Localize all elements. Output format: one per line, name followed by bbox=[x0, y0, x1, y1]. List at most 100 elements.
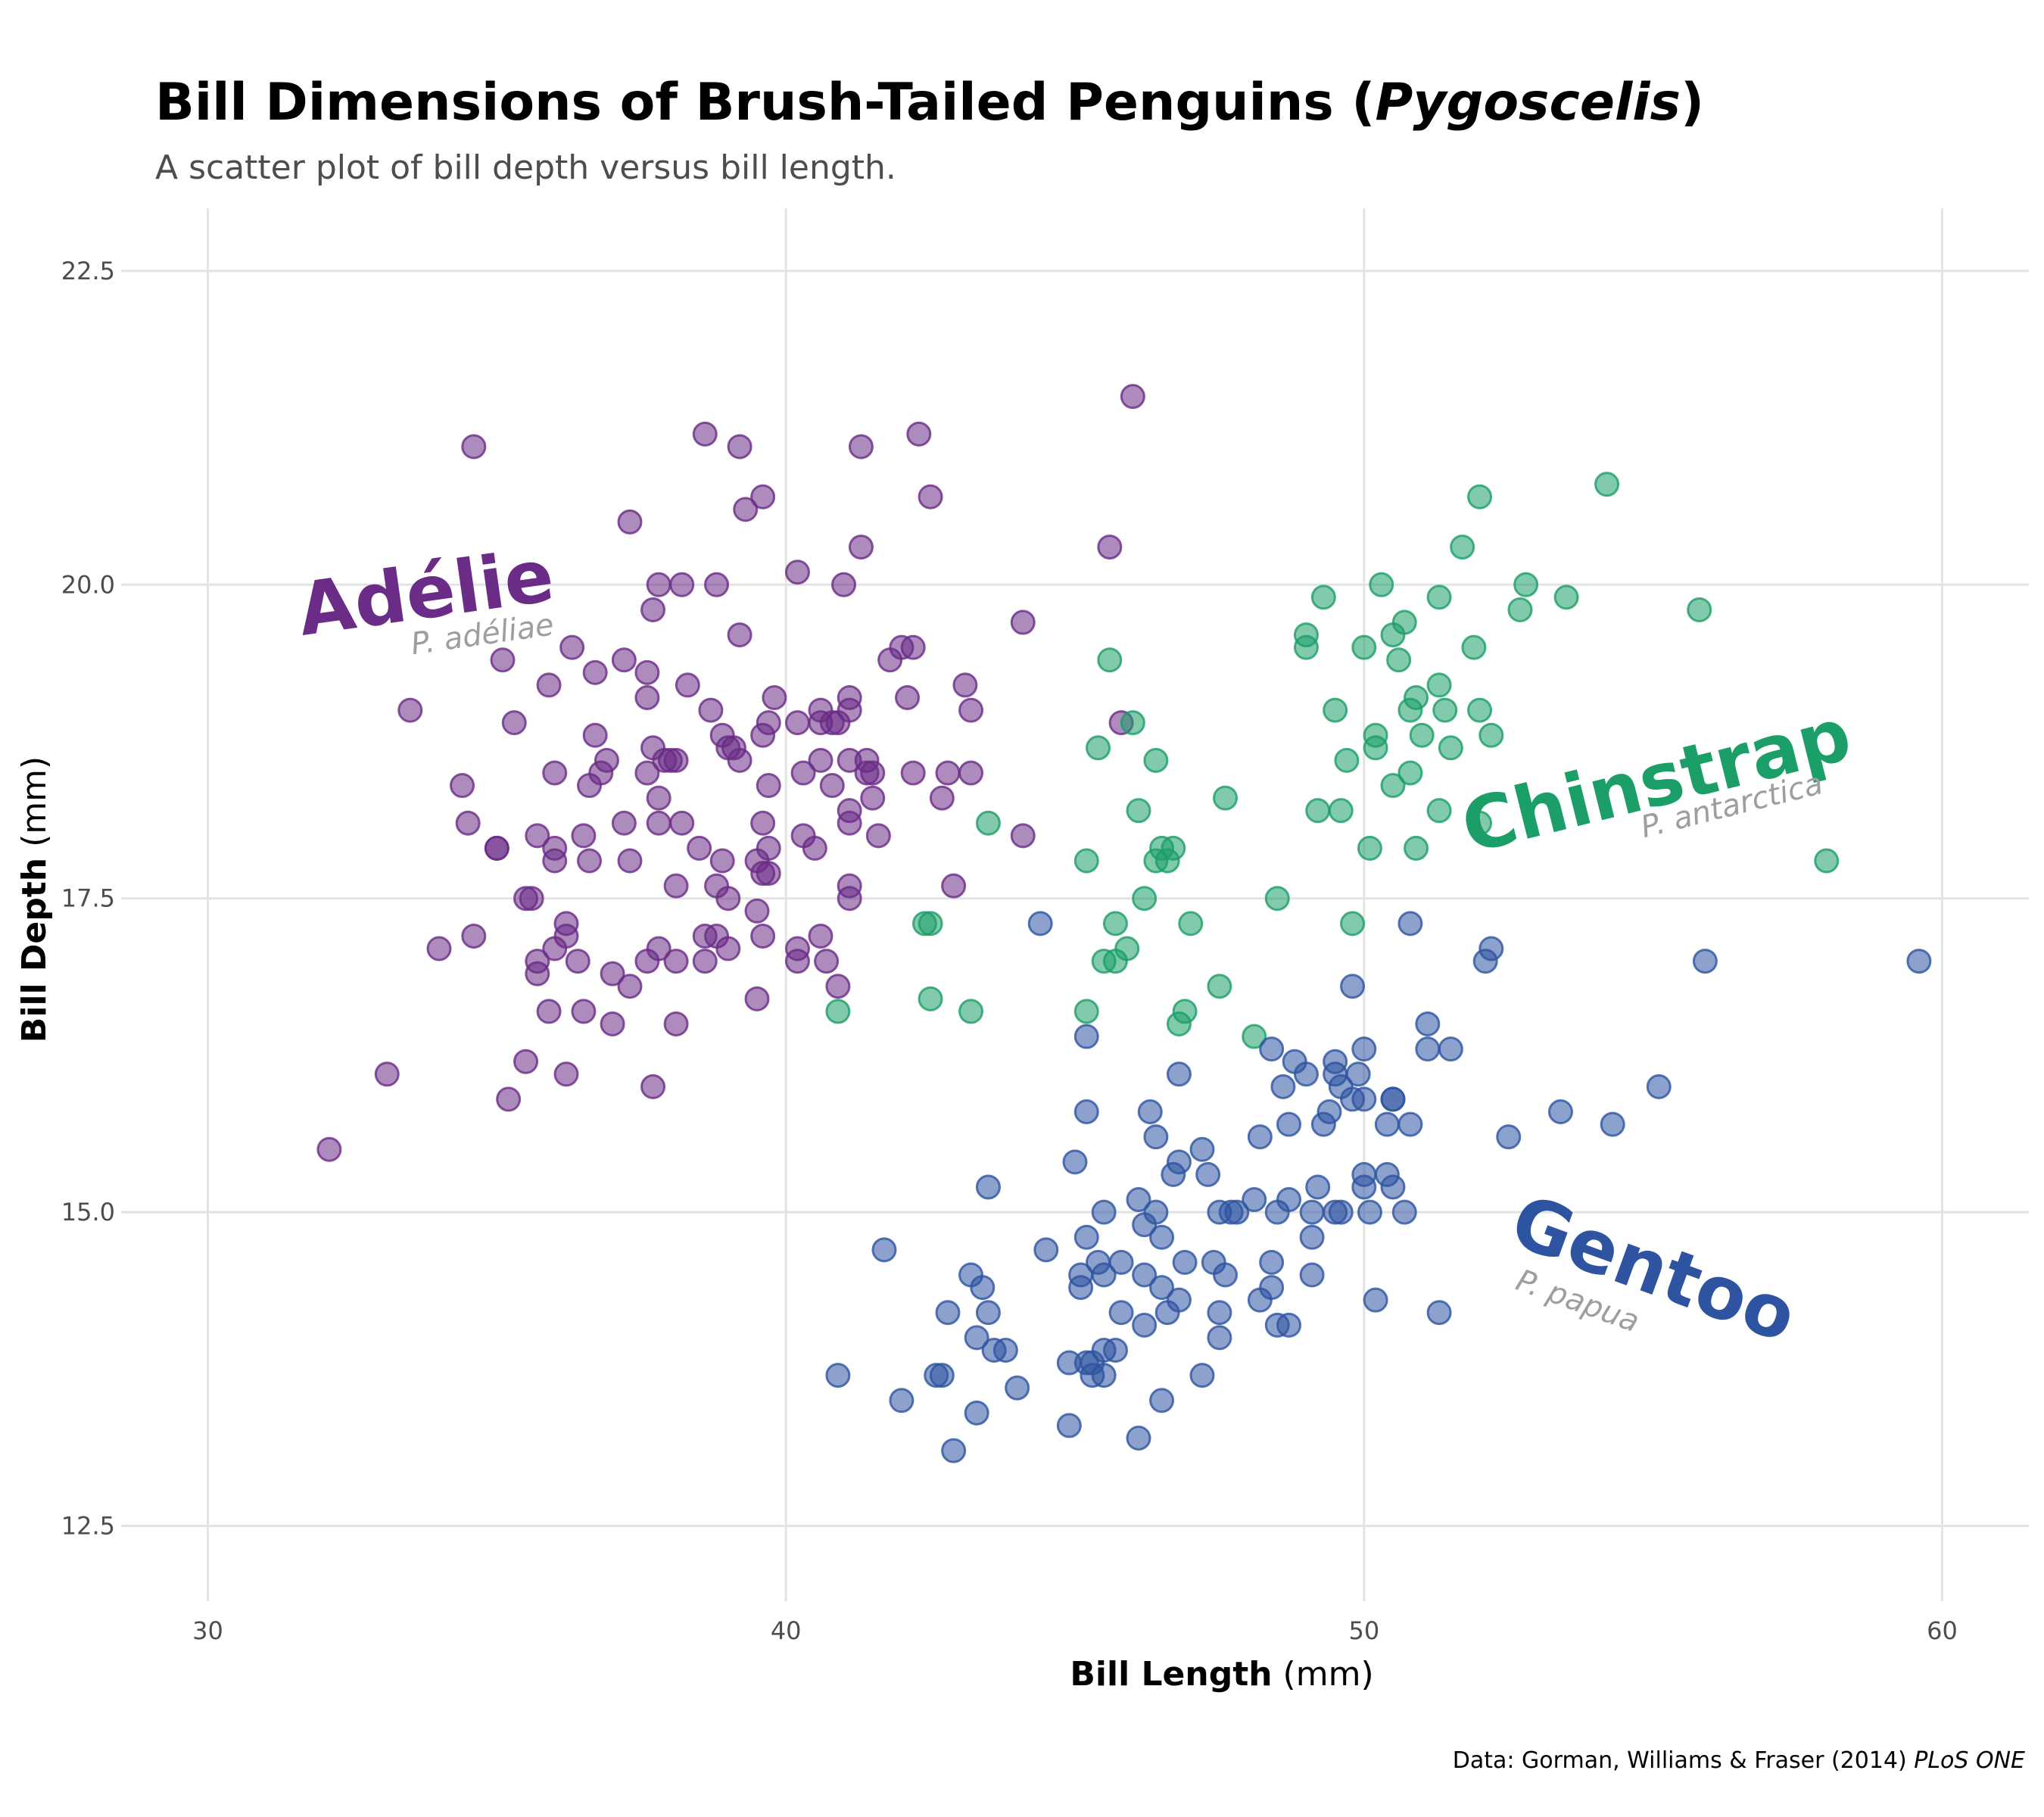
point-chinstrap bbox=[1073, 848, 1099, 874]
point-adlie bbox=[617, 848, 643, 874]
point-chinstrap bbox=[1293, 622, 1319, 648]
point-adlie bbox=[634, 760, 660, 786]
y-tick-label: 12.5 bbox=[61, 1512, 115, 1541]
point-gentoo bbox=[1132, 1262, 1158, 1288]
point-chinstrap bbox=[1467, 697, 1493, 723]
point-gentoo bbox=[1149, 1275, 1175, 1301]
point-gentoo bbox=[1259, 1249, 1285, 1275]
point-adlie bbox=[814, 949, 840, 974]
point-adlie bbox=[669, 810, 695, 836]
point-chinstrap bbox=[1363, 735, 1388, 761]
point-adlie bbox=[756, 773, 781, 799]
point-adlie bbox=[663, 873, 689, 899]
point-adlie bbox=[513, 1049, 539, 1074]
point-adlie bbox=[715, 886, 741, 912]
point-adlie bbox=[802, 835, 827, 861]
point-adlie bbox=[582, 722, 608, 748]
point-chinstrap bbox=[975, 810, 1001, 836]
point-gentoo bbox=[871, 1237, 897, 1263]
point-adlie bbox=[744, 986, 770, 1011]
point-adlie bbox=[646, 785, 671, 811]
data-source-caption: Data: Gorman, Williams & Fraser (2014) P… bbox=[1453, 1747, 2025, 1774]
point-gentoo bbox=[1149, 1388, 1175, 1413]
point-gentoo bbox=[1305, 1174, 1331, 1200]
point-chinstrap bbox=[1687, 597, 1712, 622]
point-chinstrap bbox=[1097, 647, 1123, 673]
point-chinstrap bbox=[1594, 472, 1620, 497]
point-gentoo bbox=[1299, 1262, 1325, 1288]
x-tick-label: 60 bbox=[1927, 1616, 1958, 1645]
point-adlie bbox=[709, 848, 735, 874]
point-gentoo bbox=[1374, 1111, 1400, 1137]
point-adlie bbox=[756, 710, 781, 736]
point-chinstrap bbox=[958, 999, 984, 1024]
point-gentoo bbox=[1363, 1287, 1388, 1313]
point-chinstrap bbox=[1310, 584, 1336, 610]
point-adlie bbox=[784, 559, 810, 585]
y-tick-label: 22.5 bbox=[61, 257, 115, 285]
point-gentoo bbox=[1108, 1249, 1134, 1275]
point-adlie bbox=[687, 835, 712, 861]
point-gentoo bbox=[1259, 1036, 1285, 1062]
point-adlie bbox=[582, 659, 608, 685]
point-gentoo bbox=[1247, 1124, 1273, 1150]
point-adlie bbox=[426, 936, 452, 961]
point-adlie bbox=[611, 810, 637, 836]
point-adlie bbox=[571, 999, 597, 1024]
point-gentoo bbox=[1316, 1099, 1342, 1125]
point-adlie bbox=[790, 760, 816, 786]
point-chinstrap bbox=[1369, 572, 1394, 597]
point-adlie bbox=[559, 634, 585, 660]
point-adlie bbox=[848, 434, 874, 460]
point-adlie bbox=[929, 785, 955, 811]
point-chinstrap bbox=[1143, 747, 1169, 773]
point-chinstrap bbox=[1305, 798, 1331, 824]
point-gentoo bbox=[1351, 1161, 1377, 1187]
point-chinstrap bbox=[1161, 835, 1186, 861]
point-gentoo bbox=[1091, 1363, 1117, 1388]
point-adlie bbox=[600, 961, 625, 986]
point-adlie bbox=[698, 697, 724, 723]
point-gentoo bbox=[1166, 1149, 1192, 1175]
point-adlie bbox=[727, 747, 752, 773]
point-adlie bbox=[784, 936, 810, 961]
point-gentoo bbox=[1108, 1300, 1134, 1326]
point-adlie bbox=[848, 535, 874, 560]
point-adlie bbox=[1010, 609, 1036, 635]
point-gentoo bbox=[1276, 1111, 1302, 1137]
point-adlie bbox=[663, 747, 689, 773]
point-adlie bbox=[646, 936, 671, 961]
grid-lines bbox=[121, 208, 2029, 1601]
point-chinstrap bbox=[1513, 572, 1539, 597]
point-gentoo bbox=[1062, 1149, 1088, 1175]
point-gentoo bbox=[1207, 1300, 1232, 1326]
point-chinstrap bbox=[1172, 999, 1198, 1024]
point-gentoo bbox=[1276, 1312, 1302, 1338]
point-adlie bbox=[1097, 535, 1123, 560]
point-adlie bbox=[663, 949, 689, 974]
point-chinstrap bbox=[1426, 672, 1452, 698]
point-gentoo bbox=[1438, 1036, 1463, 1062]
point-gentoo bbox=[1149, 1224, 1175, 1250]
point-adlie bbox=[374, 1061, 400, 1087]
point-adlie bbox=[1010, 823, 1036, 849]
point-adlie bbox=[756, 835, 781, 861]
point-gentoo bbox=[970, 1275, 996, 1301]
point-adlie bbox=[704, 572, 730, 597]
point-gentoo bbox=[1242, 1187, 1267, 1213]
point-adlie bbox=[617, 509, 643, 535]
x-tick-label: 50 bbox=[1348, 1616, 1379, 1645]
point-chinstrap bbox=[1120, 710, 1145, 736]
point-gentoo bbox=[1345, 1061, 1371, 1087]
point-gentoo bbox=[1073, 1224, 1099, 1250]
point-chinstrap bbox=[1126, 798, 1151, 824]
point-gentoo bbox=[1207, 1325, 1232, 1351]
point-gentoo bbox=[1397, 911, 1423, 937]
gentoo-label-group: Gentoo bbox=[1500, 1178, 1807, 1359]
point-adlie bbox=[1120, 384, 1145, 410]
point-adlie bbox=[461, 434, 487, 460]
point-gentoo bbox=[1391, 1199, 1417, 1225]
point-gentoo bbox=[1172, 1249, 1198, 1275]
point-adlie bbox=[906, 421, 932, 447]
